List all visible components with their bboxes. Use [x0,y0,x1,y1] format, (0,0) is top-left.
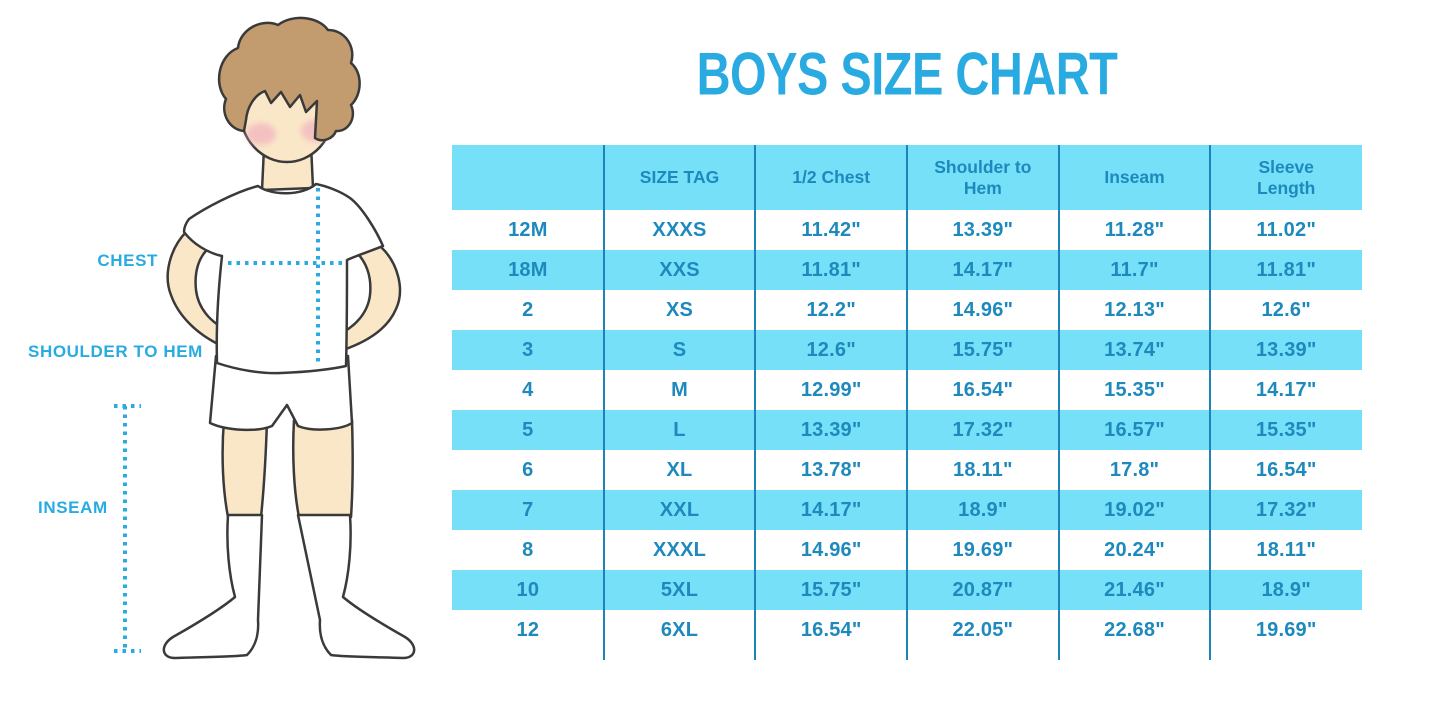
size-cell: 8 [522,538,534,561]
measurement-cell: L [673,418,686,441]
measurement-cell: 15.35" [1255,418,1317,441]
measurement-cell: 22.68" [1104,618,1165,641]
size-cell: 18M [508,258,548,281]
measurement-cell: 20.87" [952,578,1014,601]
boy-hair [217,16,361,142]
measurement-cell: 13.39" [952,218,1014,241]
size-cell: 6 [522,458,534,481]
header-cell-blank [452,145,604,210]
column-separator [754,145,757,660]
measurement-cell: 6XL [660,618,699,641]
boy-measurement-figure [0,0,452,723]
measurement-cell: 19.02" [1104,498,1165,521]
measurement-cell: 14.17" [1255,378,1317,401]
measurement-cell: 16.54" [952,378,1014,401]
boy-left-leg [221,418,269,519]
measurement-cell: 13.78" [800,458,862,481]
header-cell-half-chest: 1/2 Chest [792,167,871,188]
measurement-cell: 12.6" [806,338,856,361]
measurement-cell: 16.54" [800,618,862,641]
measurement-cell: 19.69" [1255,618,1317,641]
measurement-cell: XS [665,298,694,321]
size-cell: 5 [522,418,534,441]
measurement-cell: 13.39" [1255,338,1317,361]
measurement-cell: 12.99" [800,378,862,401]
header-cell-shoulder-hem: Shoulder to Hem [934,157,1032,198]
measurement-cell: 16.54" [1255,458,1317,481]
measurement-cell: 15.75" [800,578,862,601]
header-cell-size-tag: SIZE TAG [639,167,720,188]
measurement-cell: 15.35" [1104,378,1165,401]
measurement-cell: S [672,338,687,361]
size-cell: 3 [522,338,534,361]
boy-figure-illustration [114,16,416,660]
measurement-cell: XXXS [652,218,707,241]
measurement-cell: 17.32" [1255,498,1317,521]
measurement-cell: 11.28" [1104,218,1165,241]
measurement-cell: 11.7" [1110,258,1159,281]
measurement-cell: 16.57" [1104,418,1165,441]
measurement-cell: XXXL [652,538,707,561]
boy-shorts [208,354,354,432]
measurement-cell: 11.42" [801,218,861,241]
size-table: SIZE TAG 1/2 Chest Shoulder to Hem Insea… [452,145,1362,660]
measurement-cell: 5XL [660,578,699,601]
measurement-cell: 14.17" [800,498,862,521]
page-title-text: BOYS SIZE CHART [696,39,1118,108]
measurement-cell: 14.96" [800,538,862,561]
page-title: BOYS SIZE CHART [452,38,1362,107]
measurement-cell: 13.74" [1104,338,1165,361]
column-separator [906,145,908,660]
boy-left-cheek [246,123,276,145]
header-cell-inseam: Inseam [1104,167,1165,188]
size-cell: 2 [522,298,534,321]
measurement-cell: XL [666,458,693,481]
measurement-cell: 14.17" [952,258,1014,281]
measurement-cell: 22.05" [952,618,1014,641]
measurement-cell: 11.81" [801,258,861,281]
column-separator [1209,145,1212,660]
measurement-cell: 20.24" [1104,538,1165,561]
measurement-cell: 12.6" [1261,298,1311,321]
measurement-cell: 12.2" [806,298,856,321]
boy-right-leg [292,418,354,519]
size-cell: 10 [516,578,540,601]
measurement-cell: 18.11" [1256,538,1317,561]
measurement-cell: 11.02" [1256,218,1317,241]
measurement-cell: XXS [659,258,700,281]
measurement-cell: M [671,378,688,401]
measurement-cell: 17.32" [952,418,1014,441]
measurement-cell: 13.39" [800,418,862,441]
measurement-cell: 21.46" [1104,578,1165,601]
size-cell: 4 [522,378,534,401]
measurement-cell: 14.96" [952,298,1014,321]
measurement-cell: 18.9" [958,498,1008,521]
measurement-cell: 12.13" [1104,298,1165,321]
column-separator [1057,145,1060,660]
header-cell-sleeve-length: Sleeve Length [1257,157,1316,198]
measurement-cell: XXL [659,498,700,521]
measurement-cell: 19.69" [952,538,1014,561]
size-cell: 7 [522,498,534,521]
column-separator [602,145,605,660]
measurement-cell: 18.11" [953,458,1013,481]
boy-tshirt [182,182,385,375]
size-cell: 12M [508,218,548,241]
measurement-cell: 15.75" [952,338,1014,361]
measurement-cell: 17.8" [1109,458,1160,481]
measurement-cell: 18.9" [1261,578,1311,601]
boy-right-sock [296,513,416,660]
measurement-cell: 11.81" [1256,258,1317,281]
size-cell: 12 [516,618,540,641]
boy-left-sock [162,513,264,660]
